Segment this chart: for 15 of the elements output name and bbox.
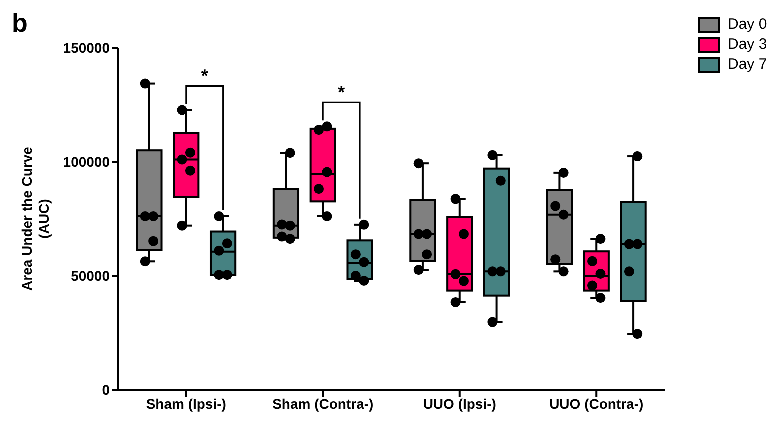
legend-label: Day 7	[728, 56, 768, 73]
x-tick-label: UUO (Ipsi-)	[423, 396, 496, 412]
chart-title: b	[12, 8, 28, 38]
x-tick-label: UUO (Contra-)	[550, 396, 644, 412]
y-tick-label: 100000	[63, 154, 110, 170]
annotation: *	[201, 66, 208, 86]
y-tick-label: 50000	[71, 268, 110, 284]
y-tick-label: 150000	[63, 40, 110, 56]
legend-label: Day 0	[728, 16, 768, 33]
y-tick-label: 0	[102, 382, 110, 398]
x-tick-label: Sham (Ipsi-)	[146, 396, 226, 412]
annotation: *	[338, 82, 346, 103]
y-axis-title: Area Under the Curve (AUC)	[19, 146, 52, 291]
x-tick-label: Sham (Contra-)	[272, 396, 374, 412]
legend-label: Day 3	[728, 36, 768, 53]
